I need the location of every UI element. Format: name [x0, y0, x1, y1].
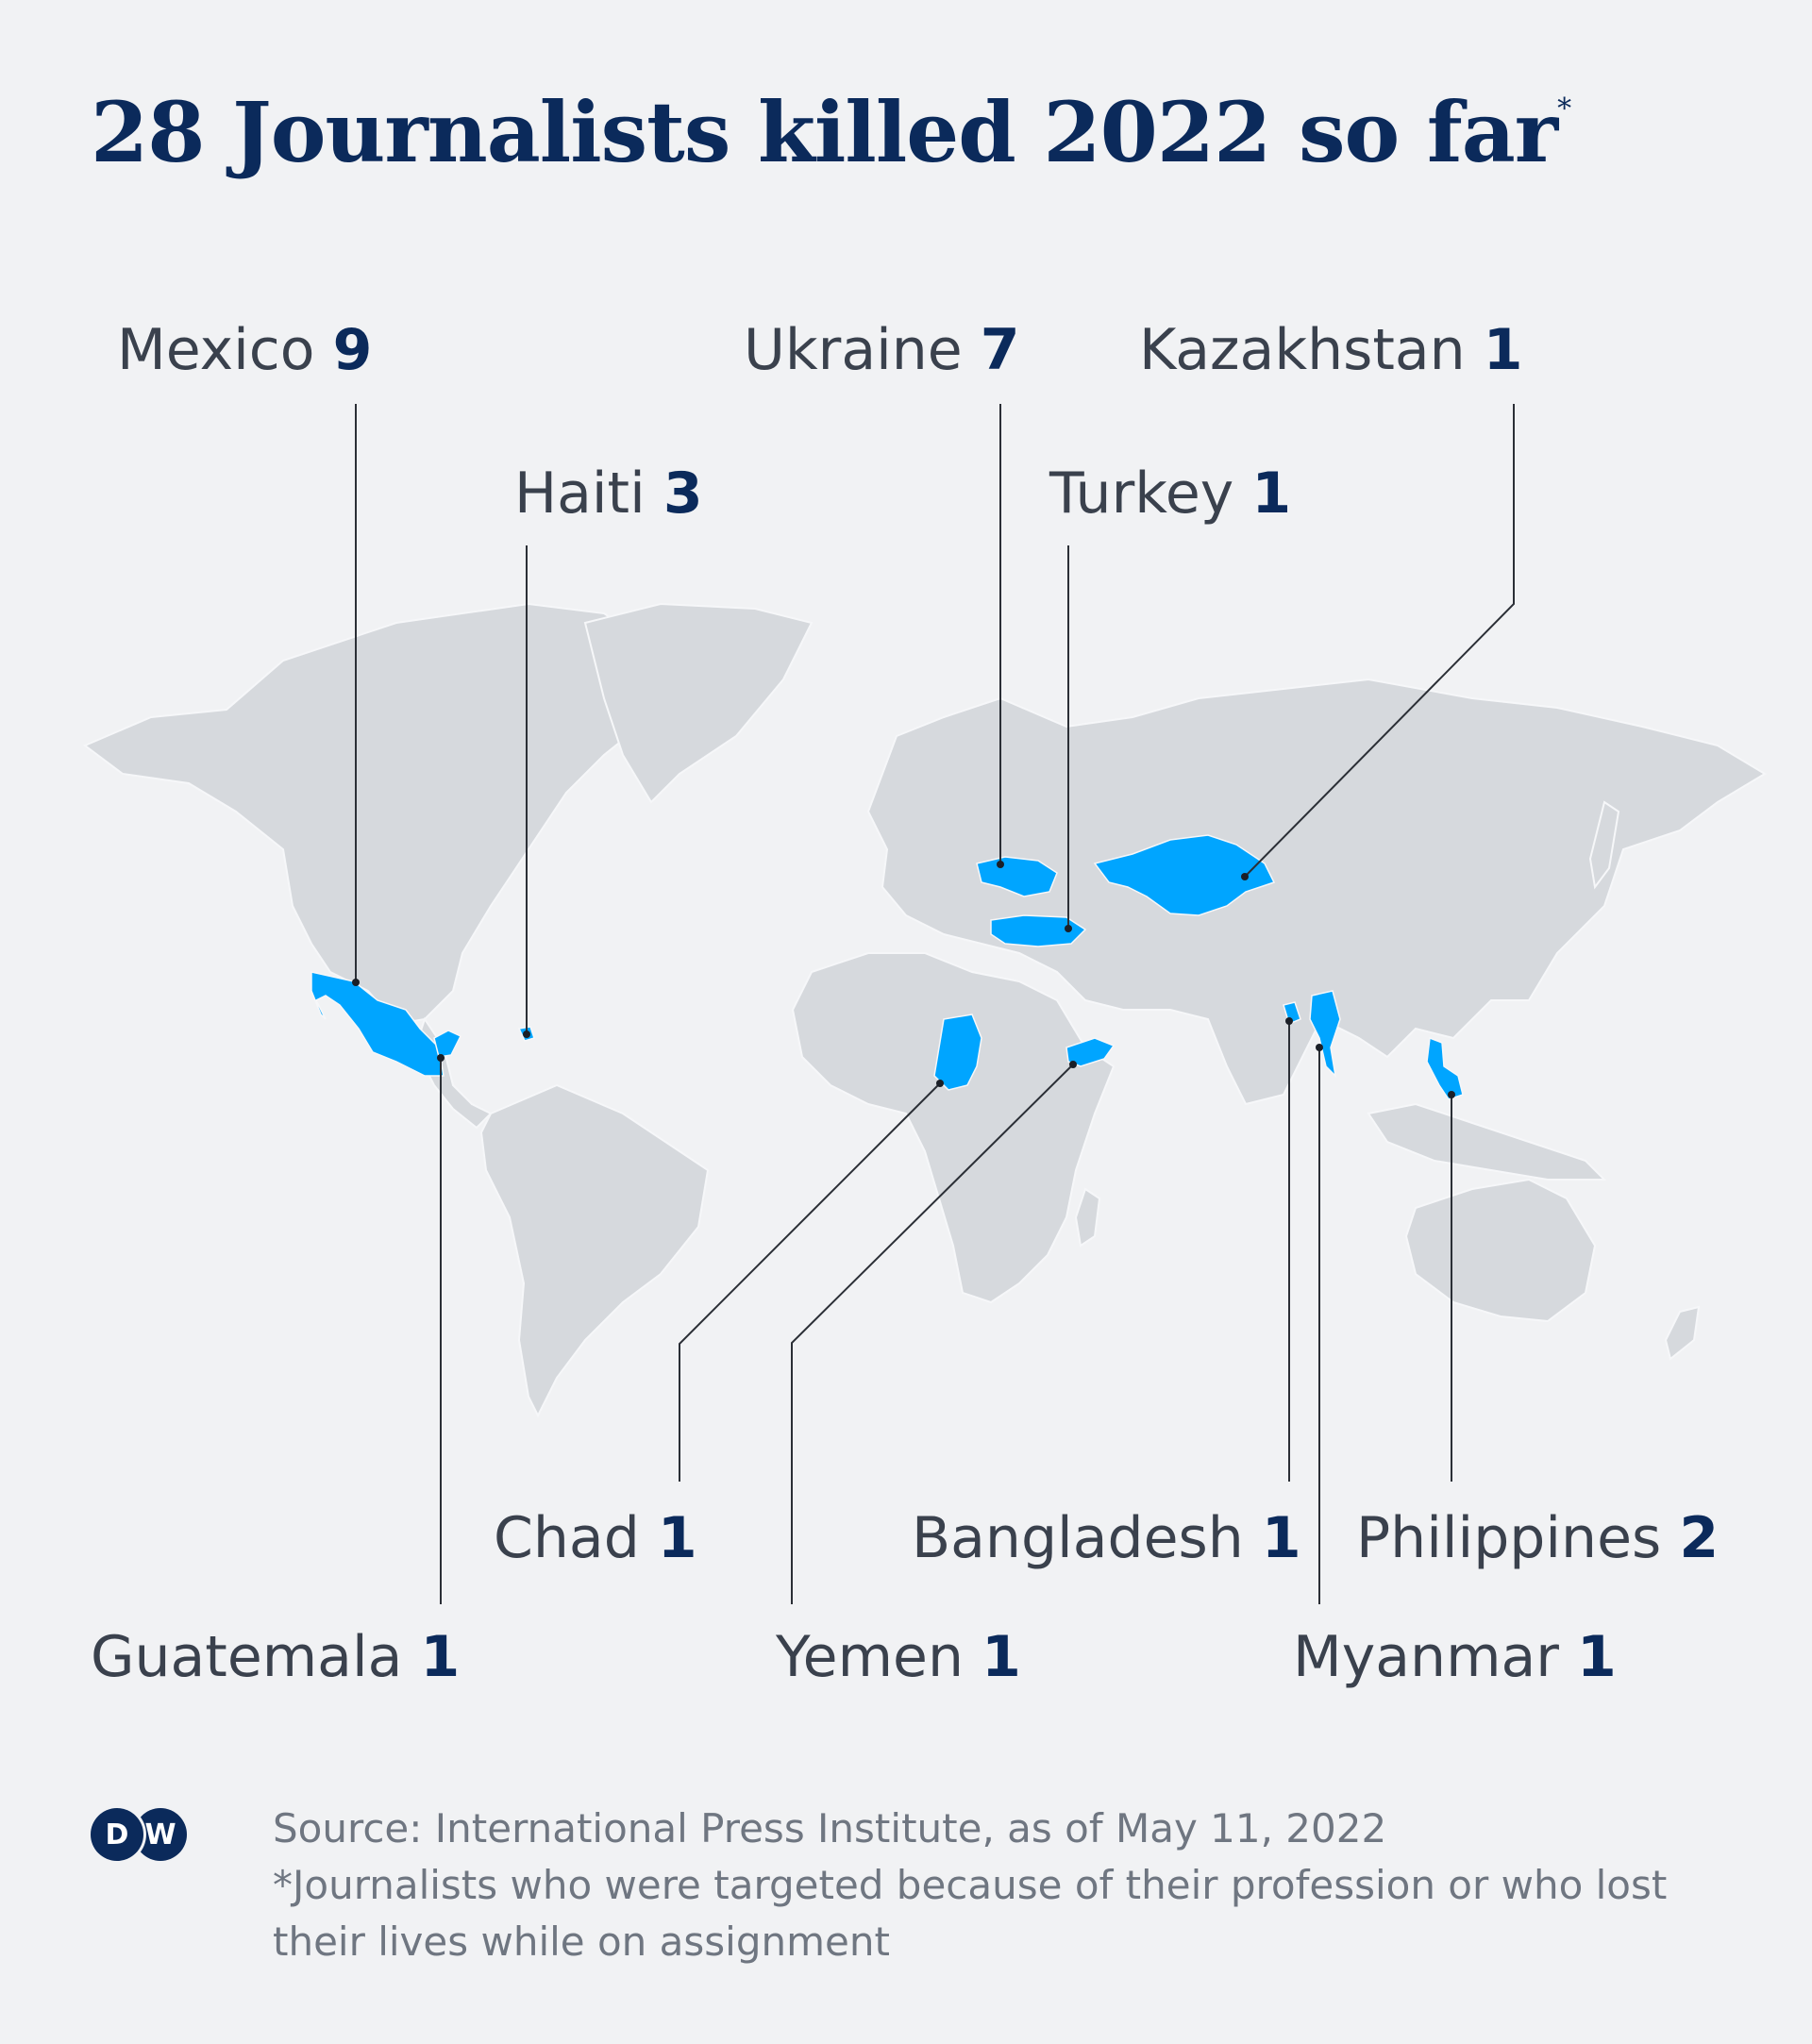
land-new-zealand [1664, 1305, 1701, 1361]
land-australia [1404, 1178, 1597, 1323]
label-mexico: Mexico 9 [117, 317, 373, 383]
land-japan [1588, 800, 1620, 890]
dot-kazakhstan [1241, 873, 1249, 880]
label-haiti: Haiti 3 [514, 461, 703, 527]
highlighted-countries [310, 834, 1464, 1100]
dot-guatemala [437, 1054, 445, 1062]
source-note: Source: International Press Institute, a… [273, 1801, 1707, 1970]
country-chad [933, 1014, 982, 1091]
dot-mexico [352, 979, 360, 986]
land-africa [791, 952, 1116, 1304]
land-south-america [479, 1083, 710, 1418]
land-southeast-asia [1367, 1102, 1607, 1181]
land-europe-asia [866, 678, 1767, 1106]
label-yemen: Yemen 1 [776, 1624, 1021, 1690]
dot-turkey [1065, 925, 1072, 932]
country-philippines [1426, 1036, 1464, 1100]
country-yemen [1065, 1037, 1116, 1067]
country-kazakhstan [1093, 834, 1276, 916]
label-bangladesh: Bangladesh 1 [912, 1505, 1301, 1571]
label-chad: Chad 1 [494, 1505, 697, 1571]
dot-philippines [1448, 1091, 1455, 1098]
label-guatemala: Guatemala 1 [91, 1624, 461, 1690]
dot-bangladesh [1285, 1017, 1293, 1025]
leader-chad [679, 1082, 941, 1482]
source-text: Source: International Press Institute, a… [273, 1805, 1387, 1851]
land-masses [83, 602, 1767, 1418]
country-turkey [990, 914, 1087, 947]
label-myanmar: Myanmar 1 [1293, 1624, 1617, 1690]
land-madagascar [1074, 1187, 1101, 1248]
leader-yemen [791, 1064, 1074, 1604]
chart-title: 28 Journalists killed 2022 so far* [91, 83, 1571, 181]
country-mexico [310, 971, 445, 1077]
footnote-text: *Journalists who were targeted because o… [273, 1862, 1668, 1965]
dot-haiti [523, 1030, 530, 1038]
leader-lines [355, 404, 1515, 1604]
country-ukraine [976, 856, 1058, 897]
land-greenland [583, 602, 814, 804]
country-guatemala [433, 1030, 462, 1058]
label-turkey: Turkey 1 [1049, 461, 1292, 527]
leader-dots [352, 861, 1455, 1098]
dot-myanmar [1316, 1044, 1323, 1051]
dw-logo-d: D [91, 1808, 143, 1861]
land-north-america [83, 602, 663, 1026]
country-myanmar [1309, 990, 1341, 1079]
dot-yemen [1069, 1061, 1077, 1068]
label-kazakhstan: Kazakhstan 1 [1139, 317, 1523, 383]
dot-ukraine [997, 861, 1004, 868]
label-philippines: Philippines 2 [1356, 1505, 1720, 1571]
label-ukraine: Ukraine 7 [744, 317, 1020, 383]
leader-kazakhstan [1244, 404, 1515, 878]
dw-logo: D W [91, 1808, 189, 1861]
dot-chad [936, 1080, 944, 1087]
